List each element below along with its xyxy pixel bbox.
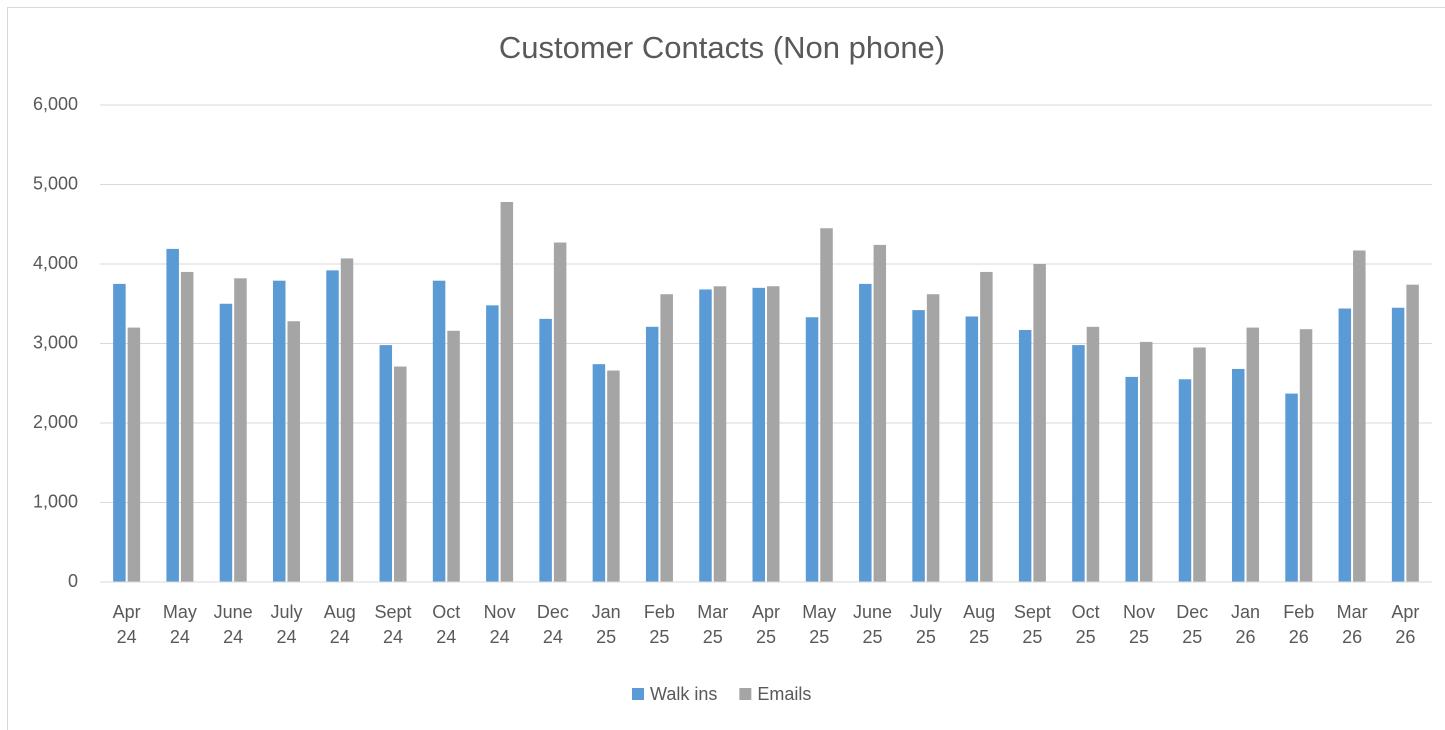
bar: [820, 228, 833, 582]
bar: [500, 201, 514, 583]
bar: [699, 289, 712, 582]
bar: [394, 366, 407, 582]
chart-frame: [7, 7, 1445, 730]
x-tick-label: Dec 25: [1176, 602, 1209, 647]
bar: [379, 345, 393, 582]
bar: [166, 248, 179, 582]
bar: [1193, 347, 1206, 582]
bar: [607, 370, 620, 582]
x-tick-label: Oct 25: [1071, 602, 1100, 647]
x-tick-label: Nov 25: [1122, 602, 1155, 647]
bar: [752, 287, 765, 582]
bar: [1018, 329, 1032, 582]
x-tick-label: Aug 24: [323, 602, 356, 647]
bar: [660, 294, 673, 582]
bar: [1391, 307, 1405, 582]
x-tick-label: Sept 24: [374, 602, 412, 647]
bar: [965, 316, 979, 582]
bar: [1033, 264, 1046, 582]
x-tick-label: Dec 24: [536, 602, 569, 647]
y-tick-label: 5,000: [33, 173, 78, 193]
y-tick-label: 0: [68, 571, 78, 591]
bar: [539, 318, 552, 582]
bar: [272, 280, 286, 582]
x-tick-label: June 24: [213, 602, 253, 647]
x-tick-label: Mar 26: [1336, 602, 1368, 647]
bar: [1125, 376, 1138, 582]
x-tick-label: Aug 25: [963, 602, 996, 647]
bar: [1086, 326, 1100, 582]
bar: [1285, 393, 1298, 582]
x-tick-label: Apr 25: [751, 602, 780, 647]
x-tick-label: July 25: [909, 602, 942, 647]
x-tick-label: Apr 26: [1391, 602, 1420, 647]
y-tick-label: 3,000: [33, 332, 78, 352]
x-tick-label: May 24: [162, 602, 197, 647]
bar: [180, 271, 194, 582]
y-tick-label: 2,000: [33, 412, 78, 432]
bar: [1299, 329, 1313, 582]
chart-title: Customer Contacts (Non phone): [499, 30, 945, 65]
x-tick-label: Jan 25: [591, 602, 621, 647]
bar: [1246, 327, 1260, 582]
bar: [486, 305, 499, 582]
bar: [287, 321, 300, 582]
y-tick-label: 1,000: [33, 491, 78, 511]
legend-label: Walk ins: [650, 684, 717, 704]
x-tick-label: Feb 26: [1283, 602, 1315, 647]
bar: [592, 364, 606, 582]
legend-swatch: [739, 688, 752, 700]
bar: [645, 326, 659, 582]
bar: [219, 303, 233, 582]
x-tick-label: June 25: [853, 602, 893, 647]
bar: [1139, 341, 1153, 582]
bar: [767, 286, 780, 582]
y-tick-label: 6,000: [33, 94, 78, 114]
x-tick-label: May 25: [802, 602, 837, 647]
x-tick-label: Jan 26: [1231, 602, 1261, 647]
legend-swatch: [632, 688, 644, 700]
bar: [926, 294, 940, 582]
bar: [980, 271, 993, 582]
bar: [873, 244, 887, 583]
bar: [447, 330, 460, 582]
bar: [713, 286, 727, 582]
y-tick-label: 4,000: [33, 253, 78, 273]
x-tick-label: Mar 25: [697, 602, 729, 647]
x-tick-label: Apr 24: [112, 602, 141, 647]
bar: [1353, 250, 1366, 583]
bar: [113, 283, 126, 582]
x-tick-label: Feb 25: [643, 602, 675, 647]
bar: [859, 283, 872, 582]
bar: [1338, 308, 1352, 582]
bar: [1406, 284, 1419, 582]
bar: [234, 278, 247, 582]
legend-label: Emails: [757, 684, 811, 704]
bar: [912, 310, 925, 582]
bar: [553, 242, 567, 582]
bar: [1178, 379, 1192, 582]
bar: [127, 327, 141, 582]
bar: [805, 317, 819, 582]
bar: [340, 258, 354, 582]
bar: [1232, 368, 1245, 582]
x-tick-label: Nov 24: [483, 602, 516, 647]
x-tick-label: Oct 24: [432, 602, 461, 647]
x-tick-label: Sept 25: [1013, 602, 1051, 647]
bar: [326, 270, 339, 582]
bar: [432, 280, 446, 582]
x-tick-label: July 24: [270, 602, 303, 647]
bar: [1072, 345, 1085, 582]
